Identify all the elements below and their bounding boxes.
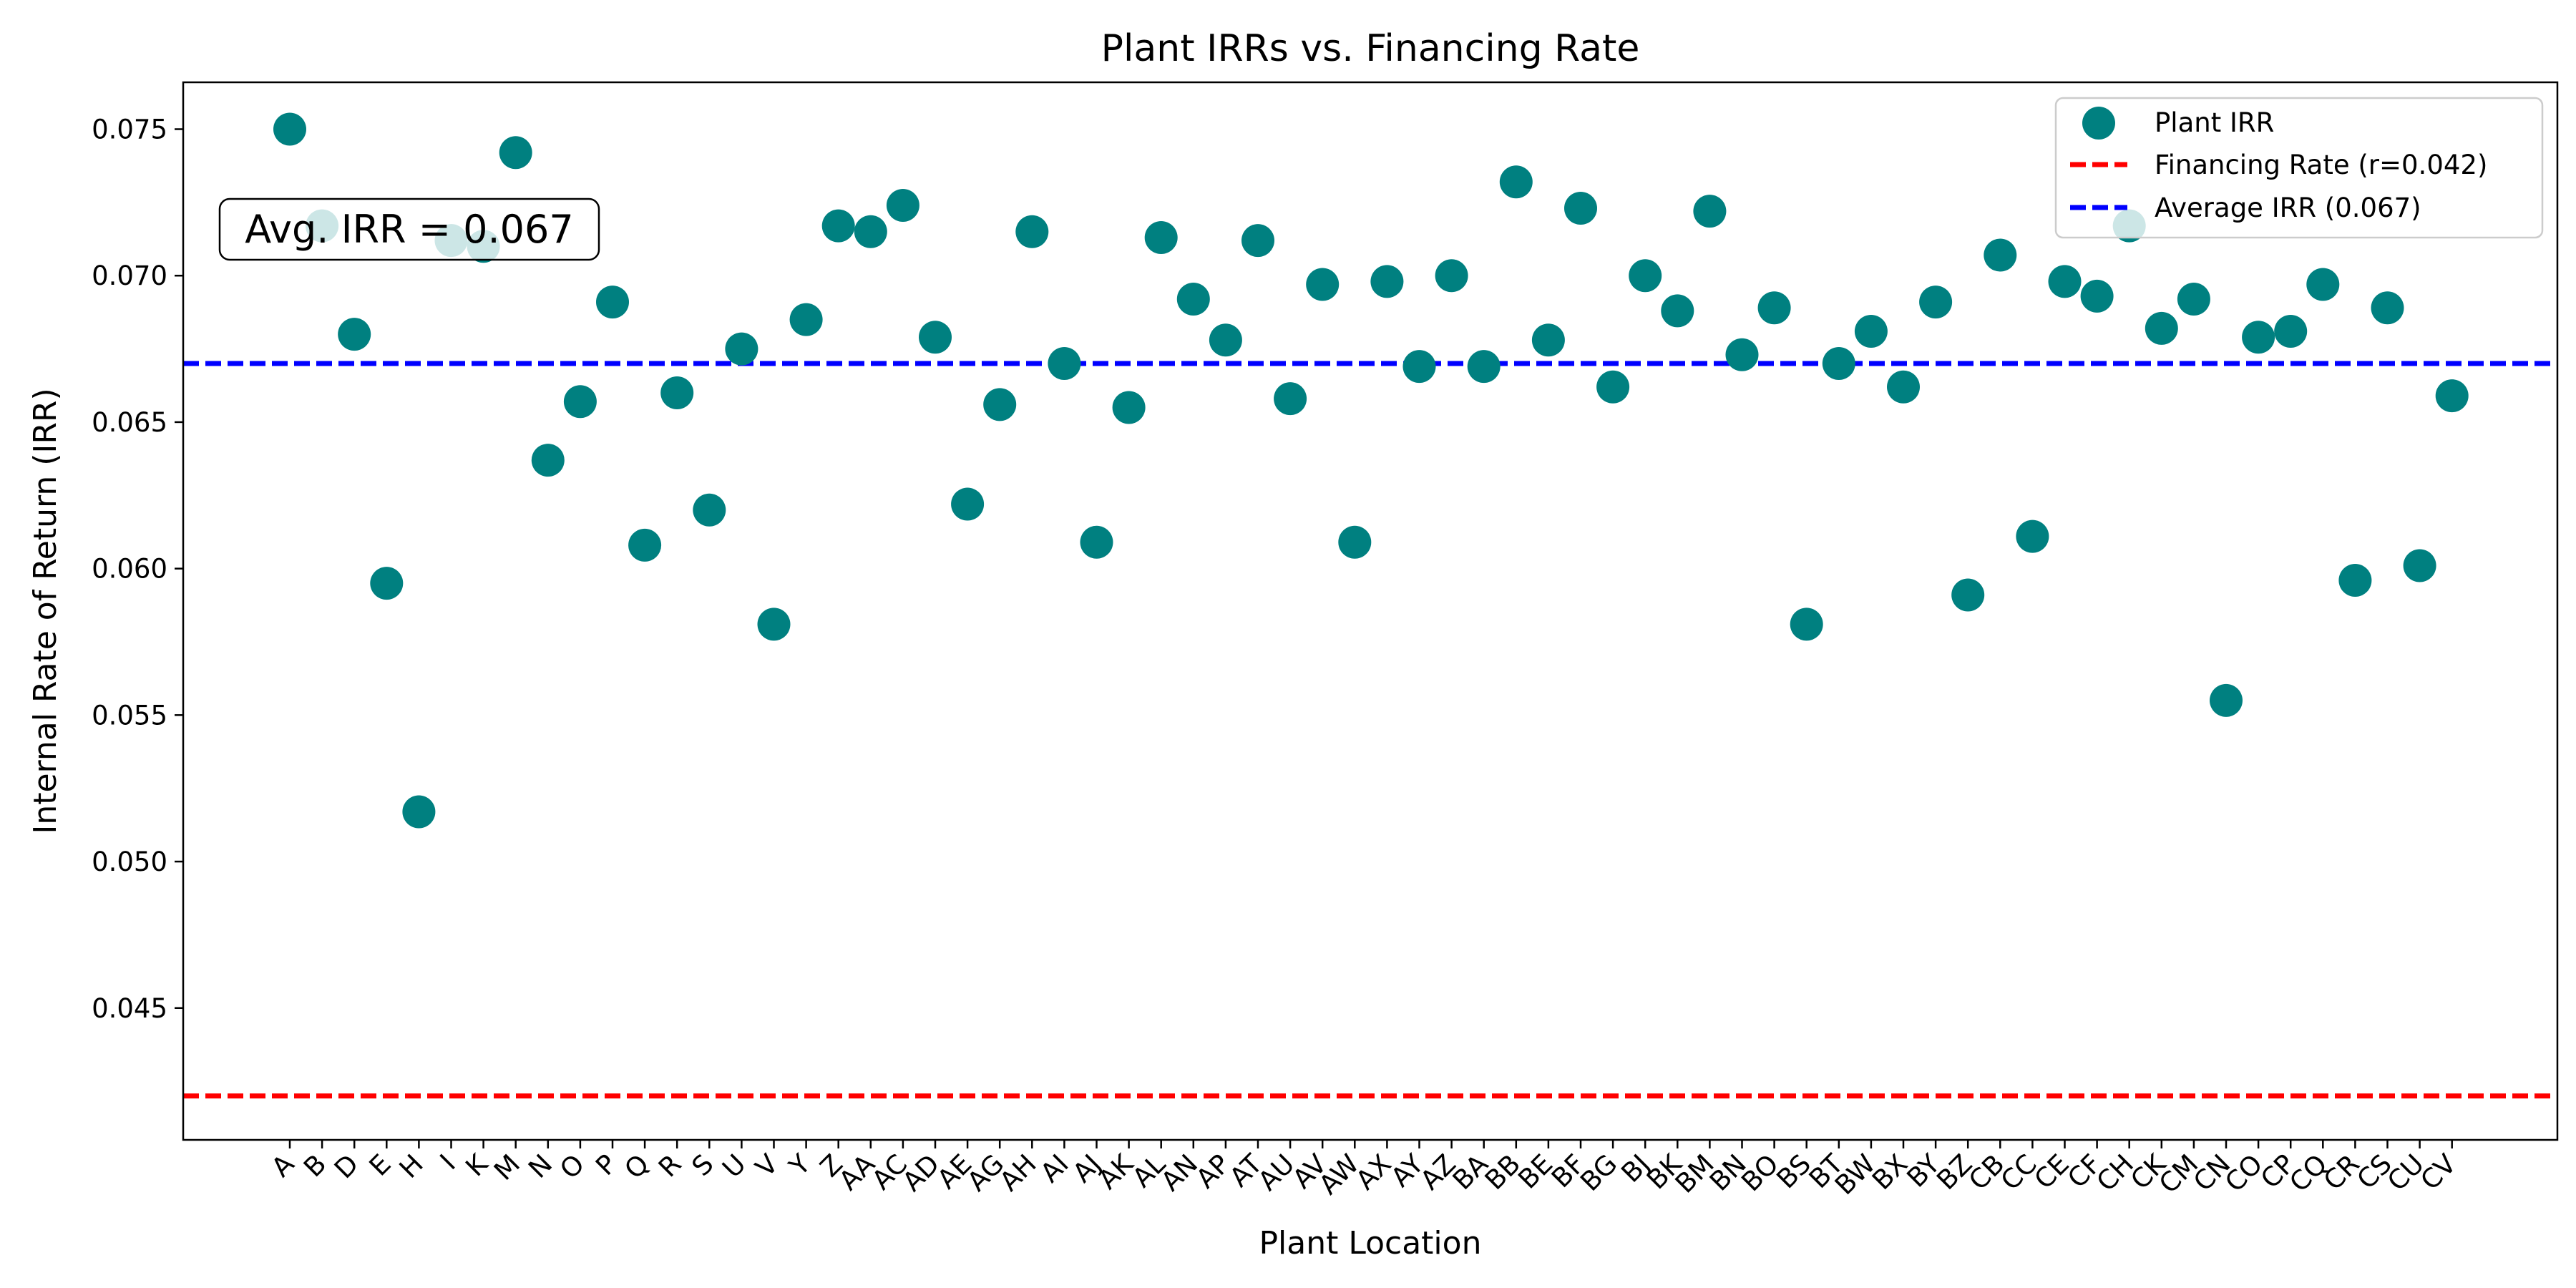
data-point-ay bbox=[1402, 350, 1436, 384]
y-tick-label: 0.070 bbox=[92, 260, 167, 291]
data-point-ax bbox=[1370, 265, 1404, 298]
data-point-az bbox=[1435, 259, 1468, 293]
points-layer bbox=[273, 112, 2469, 829]
data-point-bf bbox=[1564, 192, 1597, 225]
data-point-bm bbox=[1693, 195, 1727, 228]
data-point-ba bbox=[1467, 350, 1501, 384]
data-point-bw bbox=[1854, 315, 1888, 348]
data-point-u bbox=[725, 332, 758, 366]
data-point-e bbox=[370, 567, 404, 600]
data-point-bs bbox=[1790, 608, 1823, 641]
hlines-layer bbox=[183, 361, 2557, 1099]
data-point-bt bbox=[1822, 347, 1855, 381]
legend-marker-plant-irr bbox=[2082, 107, 2115, 140]
data-point-bn bbox=[1725, 338, 1759, 371]
data-point-ah bbox=[1015, 215, 1049, 248]
data-point-at bbox=[1241, 224, 1274, 258]
data-point-o bbox=[563, 385, 597, 419]
data-point-ck bbox=[2145, 311, 2178, 345]
data-point-ce bbox=[2048, 265, 2082, 298]
y-axis-label: Internal Rate of Return (IRR) bbox=[27, 388, 64, 834]
data-point-q bbox=[628, 528, 662, 562]
y-tick-label: 0.075 bbox=[92, 114, 167, 145]
data-point-n bbox=[531, 444, 565, 477]
data-point-ak bbox=[1112, 391, 1146, 424]
data-point-ae bbox=[951, 487, 985, 521]
data-point-v bbox=[757, 608, 791, 641]
data-point-cm bbox=[2177, 282, 2210, 316]
data-point-r bbox=[660, 376, 694, 409]
data-point-cv bbox=[2435, 379, 2469, 413]
data-point-d bbox=[338, 318, 371, 351]
data-point-s bbox=[693, 493, 726, 527]
annotation-frame bbox=[218, 197, 600, 261]
data-point-co bbox=[2242, 321, 2275, 354]
y-tick-label: 0.045 bbox=[92, 993, 167, 1024]
data-point-bz bbox=[1951, 578, 1985, 612]
data-point-bb bbox=[1499, 165, 1533, 199]
legend-label-plant-irr: Plant IRR bbox=[2155, 107, 2274, 138]
data-point-aw bbox=[1338, 525, 1372, 559]
data-point-cr bbox=[2338, 564, 2372, 597]
data-point-au bbox=[1274, 382, 1307, 416]
data-point-al bbox=[1144, 220, 1178, 254]
data-point-cs bbox=[2371, 291, 2404, 325]
data-point-cp bbox=[2274, 315, 2308, 348]
data-point-ad bbox=[919, 321, 952, 354]
legend-label-average-irr: Average IRR (0.067) bbox=[2155, 192, 2421, 223]
y-axis: 0.045 0.050 0.055 0.060 0.065 0.070 0.075 bbox=[92, 114, 183, 1024]
data-point-cf bbox=[2080, 279, 2114, 313]
data-point-ai bbox=[1048, 347, 1081, 381]
data-point-cq bbox=[2306, 268, 2340, 301]
data-point-cb bbox=[1984, 238, 2017, 272]
plot-frame bbox=[182, 81, 2559, 1141]
data-point-av bbox=[1306, 268, 1340, 301]
data-point-h bbox=[402, 795, 436, 829]
y-tick-label: 0.055 bbox=[92, 700, 167, 731]
data-point-y bbox=[789, 303, 823, 336]
data-point-p bbox=[596, 286, 629, 319]
legend: Plant IRR Financing Rate (r=0.042) Avera… bbox=[2054, 97, 2544, 239]
data-point-by bbox=[1919, 286, 1953, 319]
chart-title: Plant IRRs vs. Financing Rate bbox=[1101, 27, 1640, 70]
data-point-m bbox=[499, 136, 532, 170]
x-axis-label: Plant Location bbox=[1259, 1225, 1482, 1262]
data-point-bg bbox=[1596, 370, 1630, 404]
data-point-an bbox=[1176, 282, 1210, 316]
data-point-ap bbox=[1209, 323, 1242, 357]
annotation-text: Avg. IRR = 0.067 bbox=[245, 207, 573, 252]
data-point-bx bbox=[1887, 370, 1920, 404]
data-point-bj bbox=[1629, 259, 1662, 293]
data-point-aa bbox=[854, 215, 887, 248]
data-point-be bbox=[1531, 323, 1565, 357]
data-point-cu bbox=[2403, 549, 2436, 582]
data-point-bk bbox=[1661, 294, 1694, 328]
legend-label-financing-rate: Financing Rate (r=0.042) bbox=[2155, 150, 2487, 180]
data-point-bo bbox=[1757, 291, 1791, 325]
data-point-z bbox=[821, 209, 855, 243]
y-tick-label: 0.050 bbox=[92, 847, 167, 877]
data-point-ag bbox=[983, 388, 1017, 421]
data-point-aj bbox=[1080, 525, 1113, 559]
data-point-a bbox=[273, 112, 306, 146]
data-point-ac bbox=[886, 188, 919, 222]
annotation-box: Avg. IRR = 0.067 bbox=[218, 197, 600, 261]
y-tick-label: 0.060 bbox=[92, 554, 167, 585]
legend-frame bbox=[2054, 97, 2544, 239]
data-point-cc bbox=[2016, 519, 2049, 553]
data-point-cn bbox=[2210, 683, 2243, 717]
y-tick-label: 0.065 bbox=[92, 407, 167, 438]
